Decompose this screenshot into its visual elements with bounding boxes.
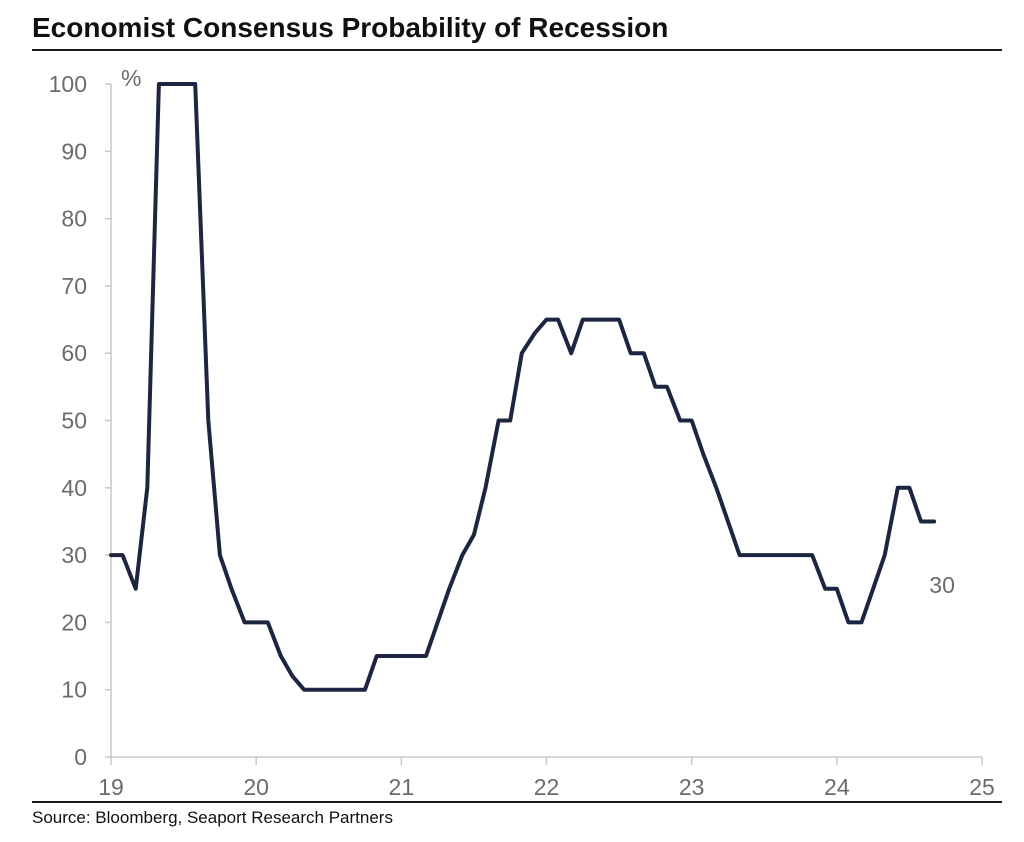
source-rule xyxy=(32,801,1002,803)
y-tick-label: 20 xyxy=(61,609,87,635)
series-line xyxy=(109,82,937,692)
x-tick-label: 23 xyxy=(679,774,705,800)
y-tick-label: 60 xyxy=(61,340,87,366)
x-tick-label: 25 xyxy=(969,774,995,800)
y-axis-ticks: 0 10 20 30 40 50 60 70 80 90 100 xyxy=(49,71,111,770)
y-tick-label: 80 xyxy=(61,206,87,232)
y-tick-label: 40 xyxy=(61,475,87,501)
x-tick-label: 21 xyxy=(389,774,415,800)
title-rule xyxy=(32,49,1002,51)
chart-title: Economist Consensus Probability of Reces… xyxy=(32,12,669,43)
y-tick-label: 90 xyxy=(61,138,87,164)
y-tick-label: 10 xyxy=(61,677,87,703)
y-tick-label: 100 xyxy=(49,71,87,97)
y-unit-label: % xyxy=(121,65,141,91)
end-value-label: 30 xyxy=(929,572,955,598)
source-note: Source: Bloomberg, Seaport Research Part… xyxy=(32,808,393,827)
x-tick-label: 24 xyxy=(824,774,850,800)
x-tick-label: 20 xyxy=(243,774,269,800)
y-tick-label: 0 xyxy=(74,744,87,770)
y-tick-label: 70 xyxy=(61,273,87,299)
y-tick-label: 30 xyxy=(61,542,87,568)
x-tick-label: 19 xyxy=(98,774,124,800)
x-axis-ticks: 19 20 21 22 23 24 25 xyxy=(98,757,995,800)
chart-axes xyxy=(110,84,982,758)
x-tick-label: 22 xyxy=(534,774,560,800)
series-group xyxy=(109,82,937,692)
y-tick-label: 50 xyxy=(61,408,87,434)
